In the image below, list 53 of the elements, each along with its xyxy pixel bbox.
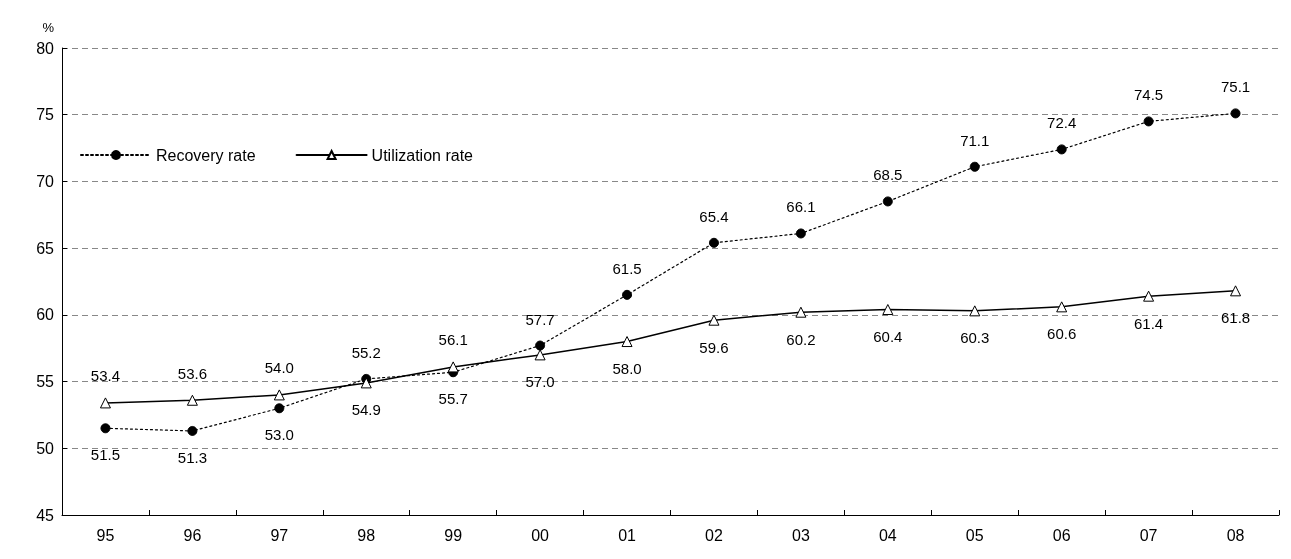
data-label: 65.4 — [699, 207, 729, 225]
data-label: 55.7 — [438, 390, 468, 408]
data-label: 60.2 — [786, 330, 816, 348]
data-label: 56.1 — [438, 331, 468, 349]
data-label: 54.9 — [351, 401, 381, 419]
x-tick-label: 00 — [531, 526, 550, 544]
data-label: 55.2 — [351, 343, 381, 361]
data-label: 51.5 — [90, 446, 121, 464]
data-label: 57.0 — [525, 373, 555, 391]
data-label: 57.7 — [525, 310, 555, 328]
x-tick-label: 98 — [357, 526, 376, 544]
data-label: 58.0 — [612, 360, 642, 378]
y-tick-label: 80 — [36, 39, 55, 57]
x-tick-label: 06 — [1052, 526, 1071, 544]
y-tick-label: 55 — [36, 373, 55, 391]
y-tick-label: 65 — [36, 239, 55, 257]
x-tick-label: 96 — [183, 526, 202, 544]
y-tick-label: 45 — [36, 506, 55, 524]
data-label: 60.4 — [873, 328, 903, 346]
x-tick-label: 03 — [791, 526, 810, 544]
data-label: 53.0 — [264, 426, 294, 444]
data-label: 72.4 — [1047, 114, 1077, 132]
data-label: 61.8 — [1220, 309, 1251, 327]
x-tick-label: 05 — [965, 526, 984, 544]
data-label: 53.6 — [177, 364, 207, 382]
data-label: 60.3 — [960, 329, 990, 347]
data-label: 68.5 — [873, 166, 903, 184]
data-label: 59.6 — [699, 338, 729, 356]
x-tick-label: 02 — [705, 526, 723, 544]
data-label: 61.5 — [612, 259, 642, 277]
data-label: 60.6 — [1047, 325, 1077, 343]
y-tick-label: 70 — [36, 172, 55, 190]
y-tick-label: 75 — [36, 106, 55, 124]
data-label: 74.5 — [1134, 86, 1164, 104]
x-tick-label: 99 — [444, 526, 463, 544]
x-tick-label: 97 — [270, 526, 289, 544]
data-label: 61.4 — [1134, 314, 1164, 332]
data-label: 53.4 — [90, 367, 121, 385]
x-tick-label: 04 — [878, 526, 897, 544]
data-label: 75.1 — [1220, 78, 1251, 96]
legend-label: Recovery rate — [156, 146, 256, 164]
data-label: 51.3 — [177, 448, 207, 466]
legend-label: Utilization rate — [371, 146, 474, 164]
x-tick-label: 01 — [618, 526, 637, 544]
y-axis-title: % — [42, 20, 55, 35]
y-tick-label: 50 — [36, 439, 55, 457]
y-tick-label: 60 — [36, 306, 55, 324]
data-label: 54.0 — [264, 359, 294, 377]
x-tick-label: 95 — [96, 526, 115, 544]
data-label: 71.1 — [960, 131, 990, 149]
x-tick-label: 07 — [1139, 526, 1158, 544]
x-tick-label: 08 — [1226, 526, 1245, 544]
data-label: 66.1 — [786, 198, 816, 216]
